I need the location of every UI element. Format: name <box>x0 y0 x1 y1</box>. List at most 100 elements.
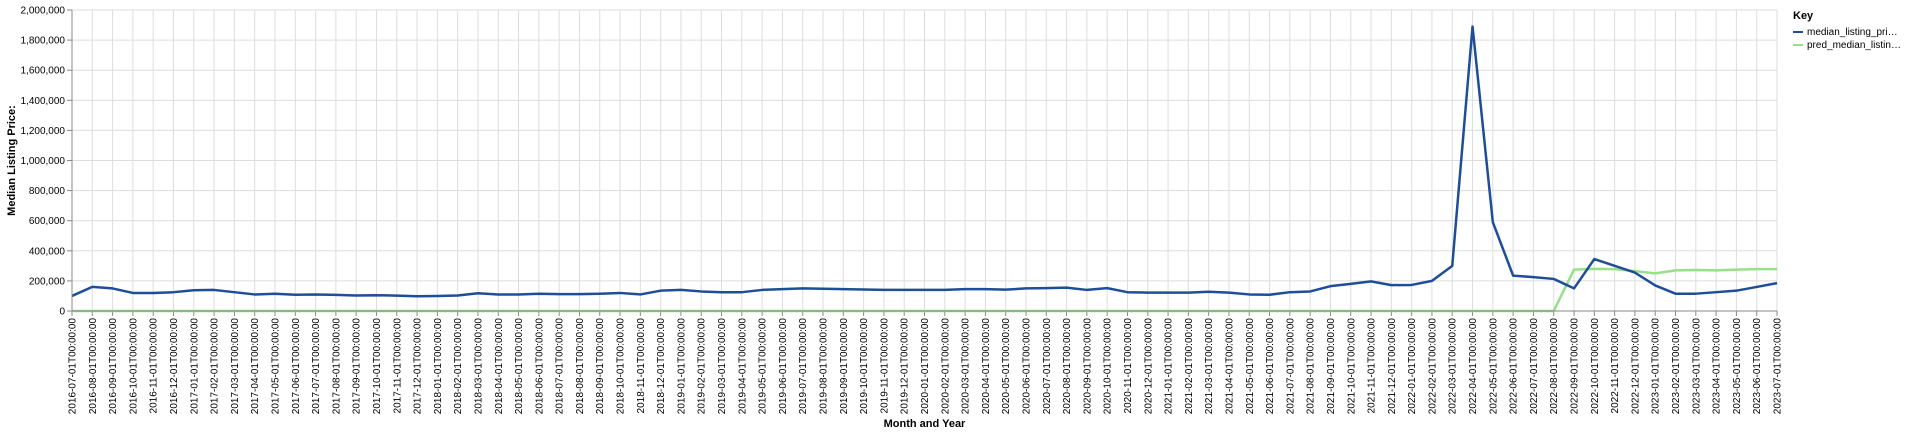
x-tick-label: 2021-01-01T00:00:00 <box>1164 318 1175 415</box>
x-tick-label: 2020-07-01T00:00:00 <box>1042 318 1053 415</box>
x-tick-label: 2016-07-01T00:00:00 <box>68 318 79 415</box>
x-tick-label: 2020-03-01T00:00:00 <box>961 318 972 415</box>
x-tick-label: 2018-03-01T00:00:00 <box>473 318 484 415</box>
x-tick-label: 2023-06-01T00:00:00 <box>1752 318 1763 415</box>
x-tick-label: 2022-11-01T00:00:00 <box>1610 318 1621 414</box>
x-tick-label: 2020-12-01T00:00:00 <box>1143 318 1154 415</box>
x-tick-label: 2018-06-01T00:00:00 <box>534 318 545 415</box>
x-tick-label: 2020-11-01T00:00:00 <box>1123 318 1134 414</box>
x-tick-label: 2022-07-01T00:00:00 <box>1529 318 1540 415</box>
x-tick-label: 2023-05-01T00:00:00 <box>1732 318 1743 415</box>
x-tick-label: 2021-07-01T00:00:00 <box>1285 318 1296 415</box>
x-tick-label: 2017-03-01T00:00:00 <box>230 318 241 415</box>
y-tick-label: 800,000 <box>29 186 66 197</box>
y-tick-label: 1,600,000 <box>21 66 66 77</box>
axes <box>71 10 1777 312</box>
x-tick-label: 2021-05-01T00:00:00 <box>1245 318 1256 415</box>
series-line-median_listing_pri <box>71 25 1778 298</box>
x-tick-label: 2021-03-01T00:00:00 <box>1204 318 1215 415</box>
x-tick-label: 2023-01-01T00:00:00 <box>1651 318 1662 415</box>
x-tick-label: 2019-10-01T00:00:00 <box>859 318 870 415</box>
x-tick-label: 2018-10-01T00:00:00 <box>616 318 627 415</box>
x-tick-label: 2023-02-01T00:00:00 <box>1671 318 1682 415</box>
y-axis-ticks: 0 200,000 400,000 600,000 800,000 1,000,000 1,… <box>21 6 72 318</box>
x-axis-title: Month and Year <box>884 418 966 430</box>
x-tick-label: 2019-06-01T00:00:00 <box>778 318 789 415</box>
x-tick-label: 2022-01-01T00:00:00 <box>1407 318 1418 415</box>
x-tick-label: 2021-10-01T00:00:00 <box>1346 318 1357 415</box>
x-tick-label: 2020-04-01T00:00:00 <box>981 318 992 415</box>
legend-entries: median_listing_pri… pred_median_listin… <box>1793 27 1901 51</box>
legend: Key median_listing_pri… pred_median_listi… <box>1793 10 1901 51</box>
x-tick-label: 2018-02-01T00:00:00 <box>453 318 464 415</box>
x-tick-label: 2016-08-01T00:00:00 <box>88 318 99 415</box>
x-tick-label: 2016-11-01T00:00:00 <box>149 318 160 414</box>
legend-title: Key <box>1793 10 1814 22</box>
x-tick-label: 2018-07-01T00:00:00 <box>555 318 566 415</box>
y-tick-label: 400,000 <box>29 246 66 257</box>
x-tick-label: 2021-09-01T00:00:00 <box>1326 318 1337 415</box>
y-tick-label: 1,800,000 <box>21 36 66 47</box>
y-tick-label: 200,000 <box>29 276 66 287</box>
x-tick-label: 2019-03-01T00:00:00 <box>717 318 728 415</box>
x-tick-label: 2020-01-01T00:00:00 <box>920 318 931 415</box>
x-tick-label: 2021-11-01T00:00:00 <box>1367 318 1378 414</box>
x-tick-label: 2023-04-01T00:00:00 <box>1712 318 1723 415</box>
y-tick-label: 1,400,000 <box>21 96 66 107</box>
x-tick-label: 2018-08-01T00:00:00 <box>575 318 586 415</box>
y-axis-title: Median Listing Price: <box>6 105 18 216</box>
x-tick-label: 2019-08-01T00:00:00 <box>819 318 830 415</box>
legend-label: median_listing_pri… <box>1807 27 1898 38</box>
x-tick-label: 2017-01-01T00:00:00 <box>189 318 200 415</box>
x-tick-label: 2023-03-01T00:00:00 <box>1691 318 1702 415</box>
x-tick-label: 2016-12-01T00:00:00 <box>169 318 180 415</box>
x-tick-label: 2021-02-01T00:00:00 <box>1184 318 1195 415</box>
x-tick-label: 2022-08-01T00:00:00 <box>1549 318 1560 415</box>
x-tick-label: 2017-06-01T00:00:00 <box>291 318 302 415</box>
x-tick-label: 2017-10-01T00:00:00 <box>372 318 383 415</box>
x-tick-label: 2022-09-01T00:00:00 <box>1570 318 1581 415</box>
x-tick-label: 2019-01-01T00:00:00 <box>676 318 687 415</box>
x-tick-label: 2022-05-01T00:00:00 <box>1488 318 1499 415</box>
y-tick-label: 1,000,000 <box>21 156 66 167</box>
x-tick-label: 2019-07-01T00:00:00 <box>798 318 809 415</box>
x-tick-label: 2020-05-01T00:00:00 <box>1001 318 1012 415</box>
x-tick-label: 2019-12-01T00:00:00 <box>900 318 911 415</box>
x-tick-label: 2017-08-01T00:00:00 <box>331 318 342 415</box>
x-tick-label: 2022-03-01T00:00:00 <box>1448 318 1459 415</box>
x-tick-label: 2019-02-01T00:00:00 <box>697 318 708 415</box>
x-tick-label: 2020-09-01T00:00:00 <box>1082 318 1093 415</box>
x-tick-label: 2020-10-01T00:00:00 <box>1103 318 1114 415</box>
x-tick-label: 2023-07-01T00:00:00 <box>1773 318 1784 415</box>
x-tick-label: 2022-10-01T00:00:00 <box>1590 318 1601 415</box>
x-tick-label: 2021-08-01T00:00:00 <box>1306 318 1317 415</box>
x-tick-label: 2018-11-01T00:00:00 <box>636 318 647 414</box>
x-tick-label: 2018-05-01T00:00:00 <box>514 318 525 415</box>
x-tick-label: 2019-05-01T00:00:00 <box>758 318 769 415</box>
x-tick-label: 2022-02-01T00:00:00 <box>1427 318 1438 415</box>
y-tick-label: 1,200,000 <box>21 126 66 137</box>
x-tick-label: 2017-09-01T00:00:00 <box>352 318 363 415</box>
x-tick-label: 2021-04-01T00:00:00 <box>1224 318 1235 415</box>
x-tick-label: 2018-01-01T00:00:00 <box>433 318 444 415</box>
x-tick-label: 2020-02-01T00:00:00 <box>940 318 951 415</box>
x-tick-label: 2020-08-01T00:00:00 <box>1062 318 1073 415</box>
x-tick-label: 2017-12-01T00:00:00 <box>413 318 424 415</box>
x-tick-label: 2016-10-01T00:00:00 <box>128 318 139 415</box>
x-tick-label: 2021-06-01T00:00:00 <box>1265 318 1276 415</box>
x-tick-label: 2022-04-01T00:00:00 <box>1468 318 1479 415</box>
x-tick-label: 2019-09-01T00:00:00 <box>839 318 850 415</box>
x-tick-label: 2022-06-01T00:00:00 <box>1509 318 1520 415</box>
x-tick-label: 2020-06-01T00:00:00 <box>1021 318 1032 415</box>
y-tick-label: 0 <box>59 307 65 318</box>
x-tick-label: 2019-04-01T00:00:00 <box>737 318 748 415</box>
x-tick-label: 2022-12-01T00:00:00 <box>1630 318 1641 415</box>
x-tick-label: 2017-04-01T00:00:00 <box>250 318 261 415</box>
x-tick-label: 2018-09-01T00:00:00 <box>595 318 606 415</box>
legend-label: pred_median_listin… <box>1807 40 1901 51</box>
y-tick-label: 2,000,000 <box>21 6 66 17</box>
x-tick-label: 2019-11-01T00:00:00 <box>879 318 890 414</box>
x-tick-label: 2018-04-01T00:00:00 <box>494 318 505 415</box>
